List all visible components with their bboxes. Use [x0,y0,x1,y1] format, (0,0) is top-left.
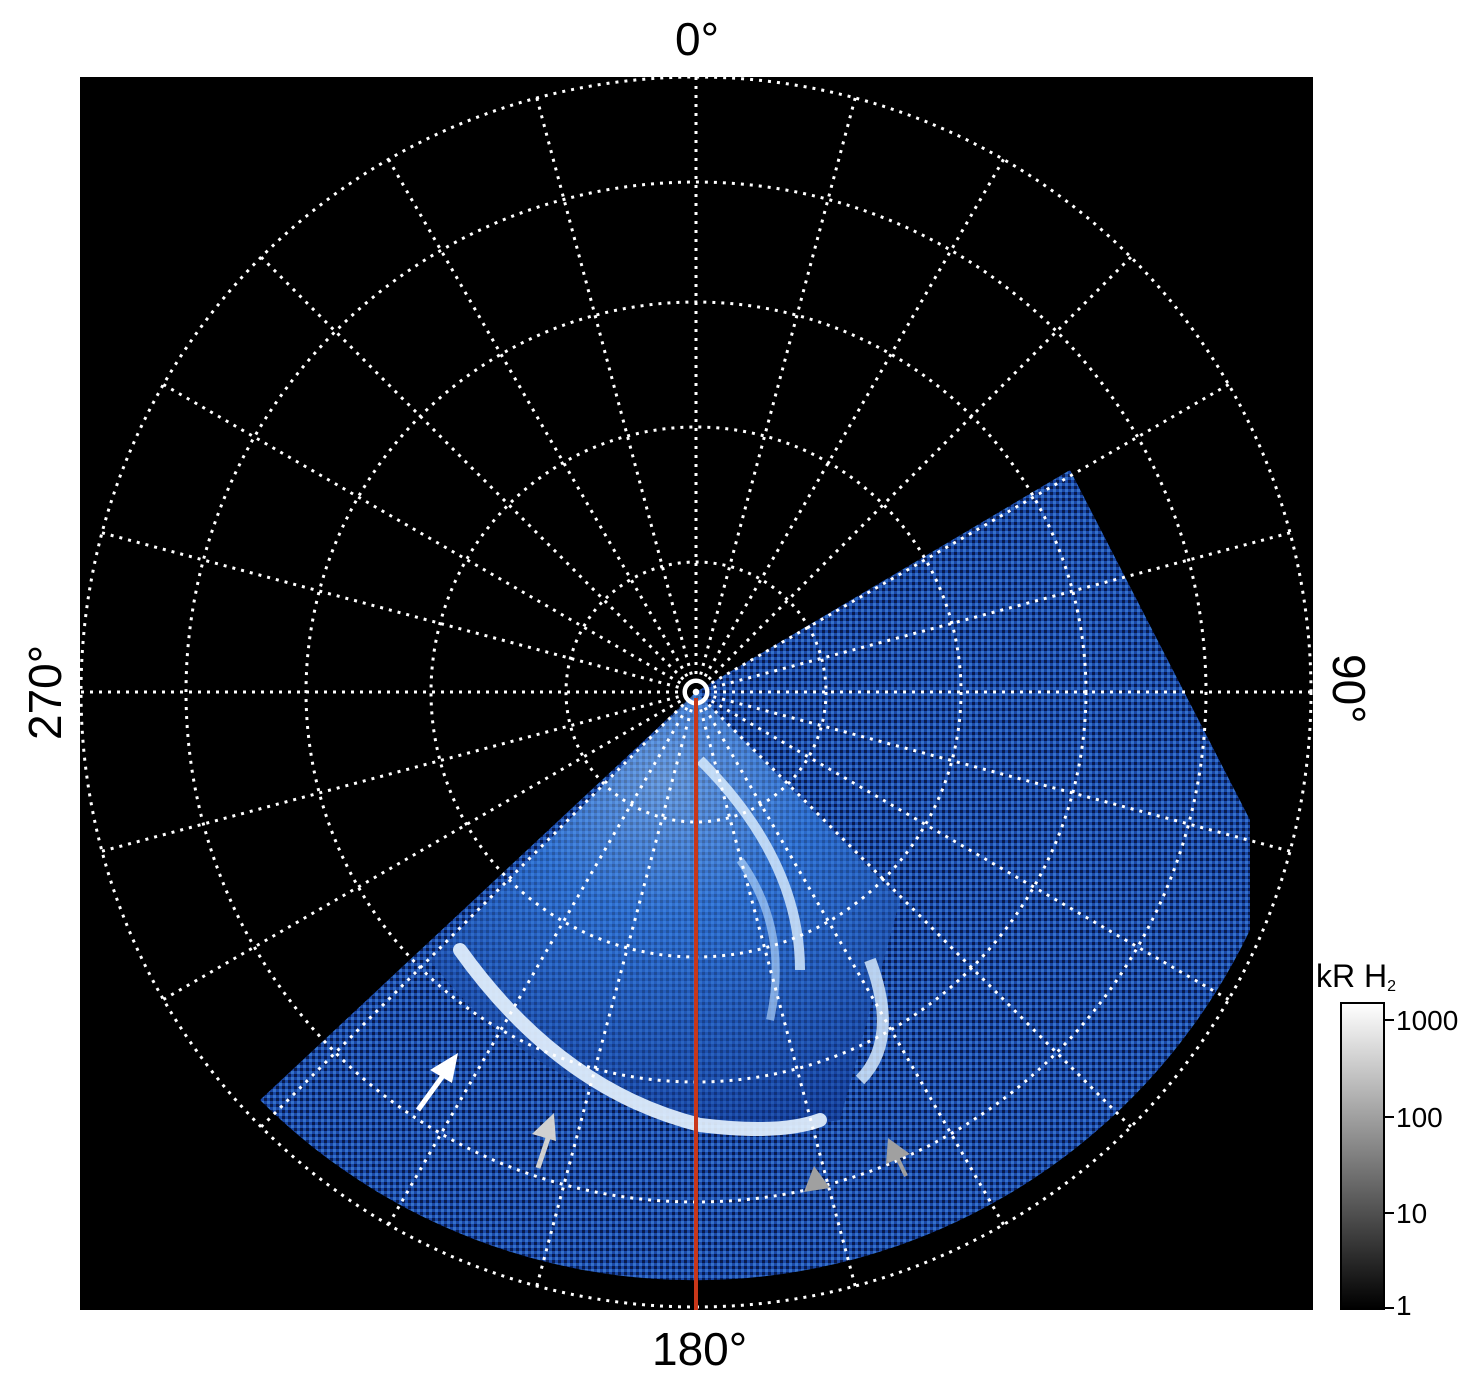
colorbar-title-subscript: 2 [1387,978,1397,995]
longitude-spoke-255 [101,690,697,853]
auroral-arc-2 [855,957,889,1085]
longitude-spoke-45 [694,256,1132,694]
longitude-spoke-195 [535,691,698,1287]
longitude-spoke-315 [260,256,698,694]
auroral-arc-3 [736,857,780,1021]
longitude-spoke-285 [101,531,697,694]
colorbar-tick-100: 100 [1396,1102,1443,1133]
colorbar-tick-10: 10 [1396,1198,1428,1229]
longitude-spoke-120 [695,690,1230,1001]
longitude-label-0: 0° [675,13,719,65]
longitude-spoke-15 [694,97,857,693]
colorbar-title: kR H2 [1316,958,1396,996]
arrow-white [415,1053,458,1112]
longitude-spoke-330 [387,158,698,693]
longitude-spoke-30 [694,158,1005,693]
longitude-spoke-60 [695,383,1230,694]
arrow-lightgray [532,1113,556,1169]
longitude-spoke-165 [694,691,857,1287]
arrow-gray-2 [886,1138,910,1177]
longitude-spoke-150 [694,691,1005,1226]
colorbar [1340,1002,1385,1310]
auroral-arc-1 [696,756,805,971]
colorbar-ticks [1384,1019,1394,1309]
longitude-spoke-345 [535,97,698,693]
colorbar-title-text: kR H [1316,958,1388,994]
longitude-spoke-210 [387,691,698,1226]
colorbar-tick-1000: 1000 [1396,1005,1459,1036]
longitude-label-180: 180° [652,1323,748,1375]
longitude-spoke-240 [162,690,697,1001]
longitude-spoke-75 [695,531,1291,694]
arrow-gray-1 [804,1166,830,1192]
main-auroral-oval [453,943,827,1136]
longitude-grid [81,77,1311,1307]
longitude-spoke-225 [260,690,698,1128]
longitude-spoke-300 [162,383,697,694]
longitude-label-270: 270° [19,644,71,740]
longitude-spoke-135 [694,690,1132,1128]
aurora-inner-glow [430,692,900,1127]
longitude-label-90: 90° [1323,654,1375,724]
longitude-spoke-105 [695,690,1291,853]
colorbar-tick-1: 1 [1396,1290,1412,1321]
latitude-circle-1 [564,560,828,824]
